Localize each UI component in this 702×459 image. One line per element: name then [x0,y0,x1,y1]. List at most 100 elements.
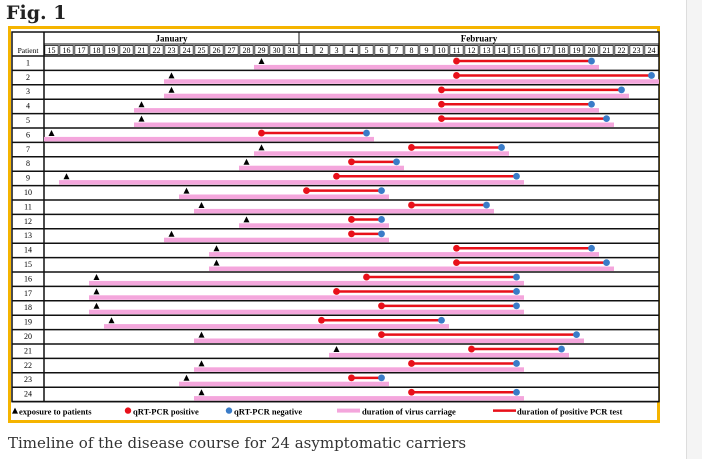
pcr-positive-dot [438,86,445,94]
exposure-triangle [48,130,55,136]
virus-carriage-bar [194,396,524,401]
patient-id-label: 1 [26,58,30,67]
day-tick-label: 11 [453,46,461,55]
day-cell [179,45,194,55]
day-cell [554,45,569,55]
exposure-triangle [198,389,205,396]
patient-id-label: 16 [24,274,32,283]
day-tick-label: 17 [543,46,551,55]
pcr-negative-dot [393,158,400,166]
pcr-negative-dot [378,230,385,238]
day-cell [404,45,419,55]
pcr-positive-dot [348,230,355,238]
pcr-positive-dot [408,388,415,396]
legend-exposure-icon [12,407,18,414]
day-cell [434,45,449,55]
pcr-positive-dot [333,288,340,295]
exposure-triangle [198,202,205,208]
virus-carriage-bar [329,352,569,358]
day-cell [119,45,134,55]
pcr-positive-dot [438,100,445,108]
day-cell [44,45,59,55]
day-cell [164,45,179,55]
pcr-negative-dot [618,86,625,94]
day-tick-label: 15 [48,46,56,55]
patient-id-label: 2 [26,73,30,82]
pcr-positive-dot [348,216,355,223]
pcr-negative-dot [378,187,385,195]
virus-carriage-bar [164,237,389,243]
pcr-negative-dot [498,144,505,151]
virus-carriage-bar [89,280,524,286]
day-cell [464,45,479,55]
day-cell [419,45,434,55]
virus-carriage-bar [134,108,599,113]
exposure-triangle [213,259,220,266]
virus-carriage-bar [209,266,614,271]
pcr-positive-dot [453,244,460,252]
pcr-positive-dot [408,360,415,367]
exposure-triangle [168,72,175,79]
patient-id-label: 14 [24,246,32,255]
pcr-positive-dot [438,115,445,123]
figure-label: Fig. 1 [6,2,67,24]
patient-id-label: 5 [26,116,30,125]
pcr-negative-dot [513,388,520,396]
patient-id-label: 15 [24,260,32,269]
patient-id-label: 17 [24,289,32,298]
day-tick-label: 1 [305,46,309,55]
patient-id-label: 23 [24,375,32,384]
day-tick-label: 21 [603,46,611,55]
day-cell [74,45,89,55]
pcr-positive-dot [378,331,385,339]
day-cell [224,45,239,55]
virus-carriage-bar [89,309,524,315]
patient-id-label: 10 [24,188,32,197]
exposure-triangle [138,101,145,108]
day-tick-label: 16 [63,46,71,55]
pcr-negative-dot [588,57,595,65]
pcr-positive-dot [333,172,340,180]
exposure-triangle [198,360,205,367]
day-cell [89,45,104,55]
day-tick-label: 20 [123,46,131,55]
exposure-triangle [243,216,250,223]
day-cell [344,45,359,55]
pcr-negative-dot [573,331,580,339]
pcr-negative-dot [513,273,520,281]
day-tick-label: 5 [365,46,369,55]
pcr-negative-dot [363,129,370,137]
day-tick-label: 15 [513,46,521,55]
day-cell [254,45,269,55]
virus-carriage-bar [164,93,629,99]
day-tick-label: 19 [108,46,116,55]
day-tick-label: 25 [198,46,206,55]
day-cell [359,45,374,55]
virus-carriage-bar [44,136,374,142]
exposure-triangle [63,173,70,180]
day-cell [314,45,329,55]
pcr-negative-dot [438,316,445,324]
pcr-negative-dot [513,288,520,295]
pcr-negative-dot [588,100,595,108]
patient-id-label: 24 [24,390,32,399]
pcr-negative-dot [513,302,520,310]
day-cell [614,45,629,55]
day-tick-label: 7 [395,46,399,55]
pcr-positive-dot [318,316,325,324]
day-tick-label: 28 [243,46,251,55]
exposure-triangle [93,288,100,295]
virus-carriage-bar [104,324,449,329]
day-tick-label: 29 [258,46,266,55]
virus-carriage-bar [194,208,494,214]
pcr-positive-dot [348,158,355,166]
legend-pcr-label: duration of positive PCR test [517,407,622,417]
scrollbar[interactable] [686,0,702,459]
day-cell [449,45,464,55]
patient-id-label: 8 [26,159,30,168]
exposure-triangle [93,302,100,309]
patient-id-label: 13 [24,231,32,240]
day-tick-label: 30 [273,46,281,55]
day-cell [629,45,644,55]
legend-positive-label: qRT-PCR positive [133,407,199,417]
